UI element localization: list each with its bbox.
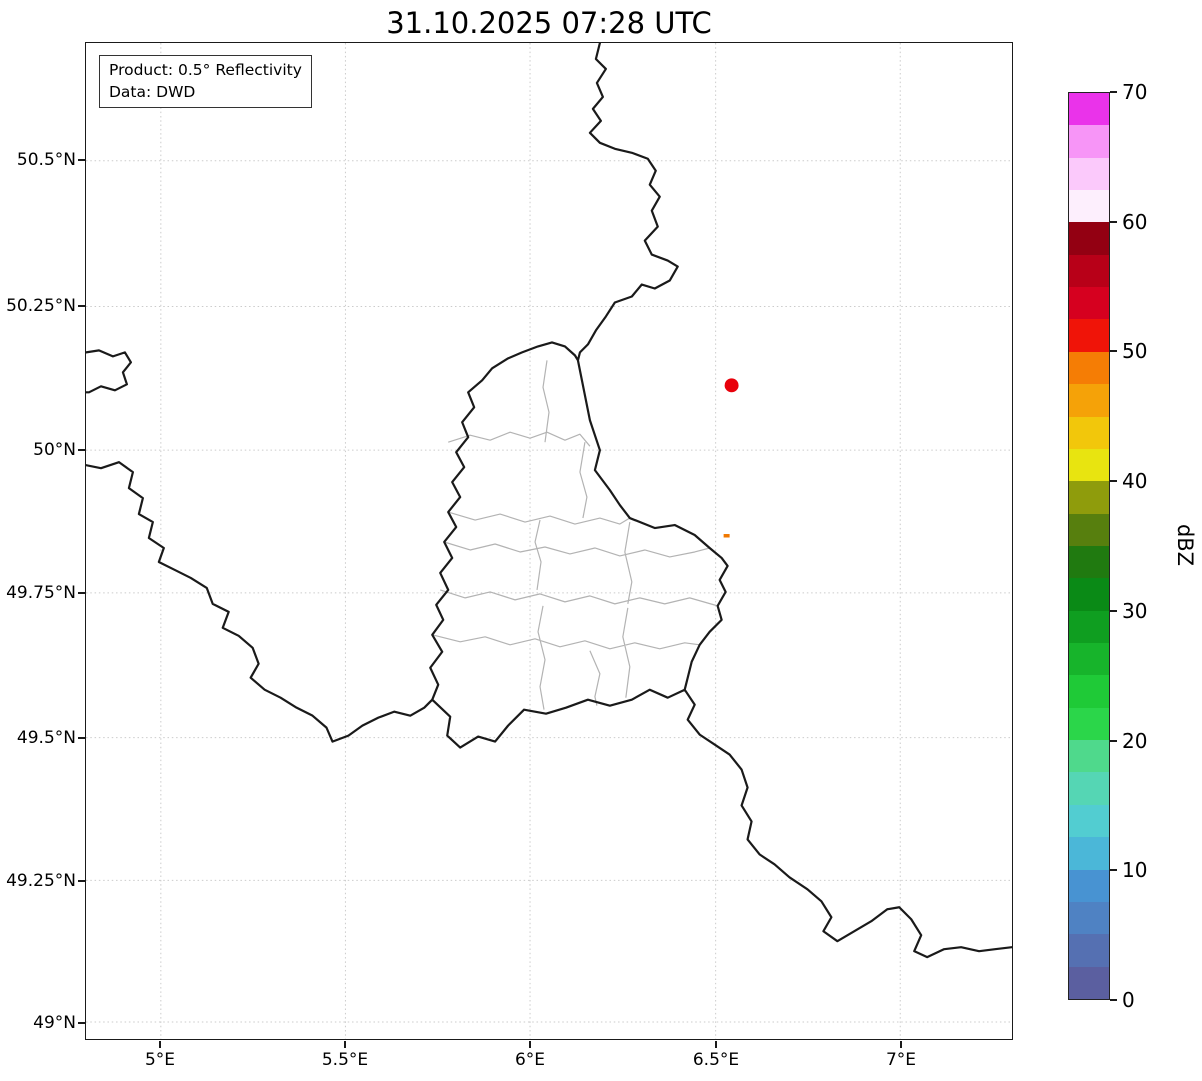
lat-tick-mark (78, 737, 85, 739)
colorbar-axis-label: dBZ (1173, 523, 1197, 567)
colorbar-band (1069, 157, 1109, 191)
national-borders (86, 43, 1012, 959)
colorbar-band (1069, 190, 1109, 223)
map-svg (86, 43, 1012, 1039)
colorbar-band (1069, 222, 1109, 255)
colorbar-band (1069, 675, 1109, 708)
colorbar-tick-label: 50 (1122, 339, 1148, 363)
lat-tick-mark (78, 592, 85, 594)
colorbar-tick-mark (1110, 221, 1117, 223)
canton-borders (432, 360, 718, 710)
colorbar-tick-mark (1110, 610, 1117, 612)
product-info-box: Product: 0.5° Reflectivity Data: DWD (99, 55, 312, 109)
gridlines (86, 43, 1012, 1039)
figure-title: 31.10.2025 07:28 UTC (386, 6, 712, 40)
colorbar-band (1069, 966, 1109, 999)
lon-tick-mark (900, 1041, 902, 1048)
colorbar-tick-label: 10 (1122, 858, 1148, 882)
lon-tick-label: 5.5°E (321, 1050, 369, 1070)
lon-tick-label: 6.5°E (692, 1050, 740, 1070)
colorbar-tick-label: 20 (1122, 729, 1148, 753)
colorbar-band (1069, 319, 1109, 352)
lat-tick-label: 49.5°N (16, 728, 76, 748)
map-plot-area: Product: 0.5° Reflectivity Data: DWD (85, 42, 1013, 1040)
lon-tick-mark (159, 1041, 161, 1048)
lon-tick-label: 5°E (144, 1050, 176, 1070)
lat-tick-label: 50.25°N (6, 296, 76, 316)
colorbar-tick-mark (1110, 999, 1117, 1001)
lat-tick-mark (78, 159, 85, 161)
lat-tick-label: 50°N (33, 440, 76, 460)
lat-tick-label: 49°N (33, 1013, 76, 1033)
colorbar-band (1069, 804, 1109, 838)
colorbar-band (1069, 772, 1109, 805)
colorbar-tick-mark (1110, 91, 1117, 93)
lat-tick-mark (78, 449, 85, 451)
colorbar (1068, 92, 1110, 1000)
colorbar-band (1069, 125, 1109, 158)
lon-tick-mark (529, 1041, 531, 1048)
data-source-label: Data: DWD (109, 82, 196, 101)
colorbar-tick-label: 40 (1122, 469, 1148, 493)
colorbar-band (1069, 578, 1109, 611)
colorbar-band (1069, 287, 1109, 320)
colorbar-tick-mark (1110, 480, 1117, 482)
colorbar-band (1069, 934, 1109, 967)
colorbar-band (1069, 901, 1109, 935)
colorbar-band (1069, 610, 1109, 644)
colorbar-band (1069, 384, 1109, 417)
lat-tick-mark (78, 305, 85, 307)
lat-tick-mark (78, 1022, 85, 1024)
colorbar-band (1069, 869, 1109, 902)
lat-tick-label: 50.5°N (16, 150, 76, 170)
colorbar-bands (1069, 92, 1109, 999)
lat-tick-mark (78, 880, 85, 882)
colorbar-band (1069, 707, 1109, 741)
colorbar-tick-mark (1110, 869, 1117, 871)
colorbar-tick-label: 70 (1122, 80, 1148, 104)
colorbar-band (1069, 513, 1109, 546)
lon-tick-mark (344, 1041, 346, 1048)
lat-tick-label: 49.25°N (6, 871, 76, 891)
colorbar-band (1069, 351, 1109, 385)
colorbar-tick-mark (1110, 350, 1117, 352)
colorbar-tick-label: 30 (1122, 599, 1148, 623)
lon-tick-label: 7°E (885, 1050, 917, 1070)
colorbar-band (1069, 545, 1109, 579)
lon-tick-mark (715, 1041, 717, 1048)
colorbar-band (1069, 740, 1109, 773)
product-label: Product: 0.5° Reflectivity (109, 61, 302, 79)
colorbar-band (1069, 92, 1109, 126)
colorbar-band (1069, 837, 1109, 870)
radar-echo-marker (724, 378, 739, 393)
colorbar-band (1069, 448, 1109, 482)
colorbar-tick-mark (1110, 740, 1117, 742)
colorbar-tick-label: 0 (1122, 988, 1135, 1012)
radar-echo-weak-marker (723, 534, 730, 538)
colorbar-tick-label: 60 (1122, 210, 1148, 234)
lat-tick-label: 49.75°N (6, 583, 76, 603)
colorbar-band (1069, 416, 1109, 449)
lon-tick-label: 6°E (514, 1050, 546, 1070)
colorbar-band (1069, 643, 1109, 676)
colorbar-band (1069, 481, 1109, 514)
colorbar-band (1069, 254, 1109, 288)
